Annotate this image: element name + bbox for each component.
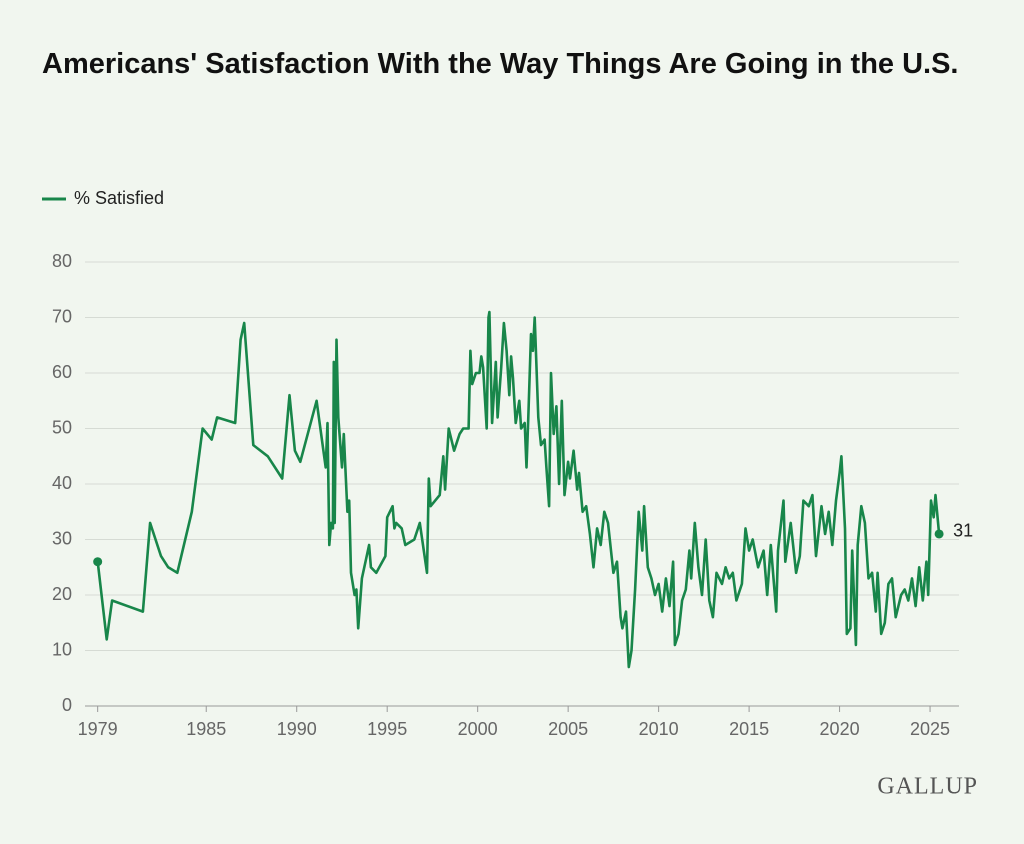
x-tick-label: 2000 xyxy=(458,719,498,739)
logo: GALLUP xyxy=(877,774,978,800)
x-tick-label: 2015 xyxy=(729,719,769,739)
end-marker xyxy=(934,529,944,539)
y-tick-label: 40 xyxy=(52,473,72,493)
x-tick-label: 1995 xyxy=(367,719,407,739)
line xyxy=(96,310,941,669)
y-tick-label: 70 xyxy=(52,306,72,326)
x-tick-label: 2010 xyxy=(639,719,679,739)
y-tick-label: 0 xyxy=(62,695,72,715)
y-tick-label: 20 xyxy=(52,584,72,604)
x-tick-label: 1985 xyxy=(186,719,226,739)
y-tick-label: 60 xyxy=(52,362,72,382)
x-tick-label: 2005 xyxy=(548,719,588,739)
legend-label: % Satisfied xyxy=(74,188,164,208)
x-tick-label: 1990 xyxy=(277,719,317,739)
end-marker xyxy=(93,557,103,567)
y-tick-label: 30 xyxy=(52,528,72,548)
y-tick-label: 10 xyxy=(52,639,72,659)
y-tick-label: 80 xyxy=(52,251,72,271)
y-tick-label: 50 xyxy=(52,417,72,437)
x-tick-label: 2025 xyxy=(910,719,950,739)
x-tick-label: 1979 xyxy=(78,719,118,739)
x-tick-label: 2020 xyxy=(820,719,860,739)
data-label: 31 xyxy=(953,521,973,541)
chart-title: Americans' Satisfaction With the Way Thi… xyxy=(42,48,959,80)
